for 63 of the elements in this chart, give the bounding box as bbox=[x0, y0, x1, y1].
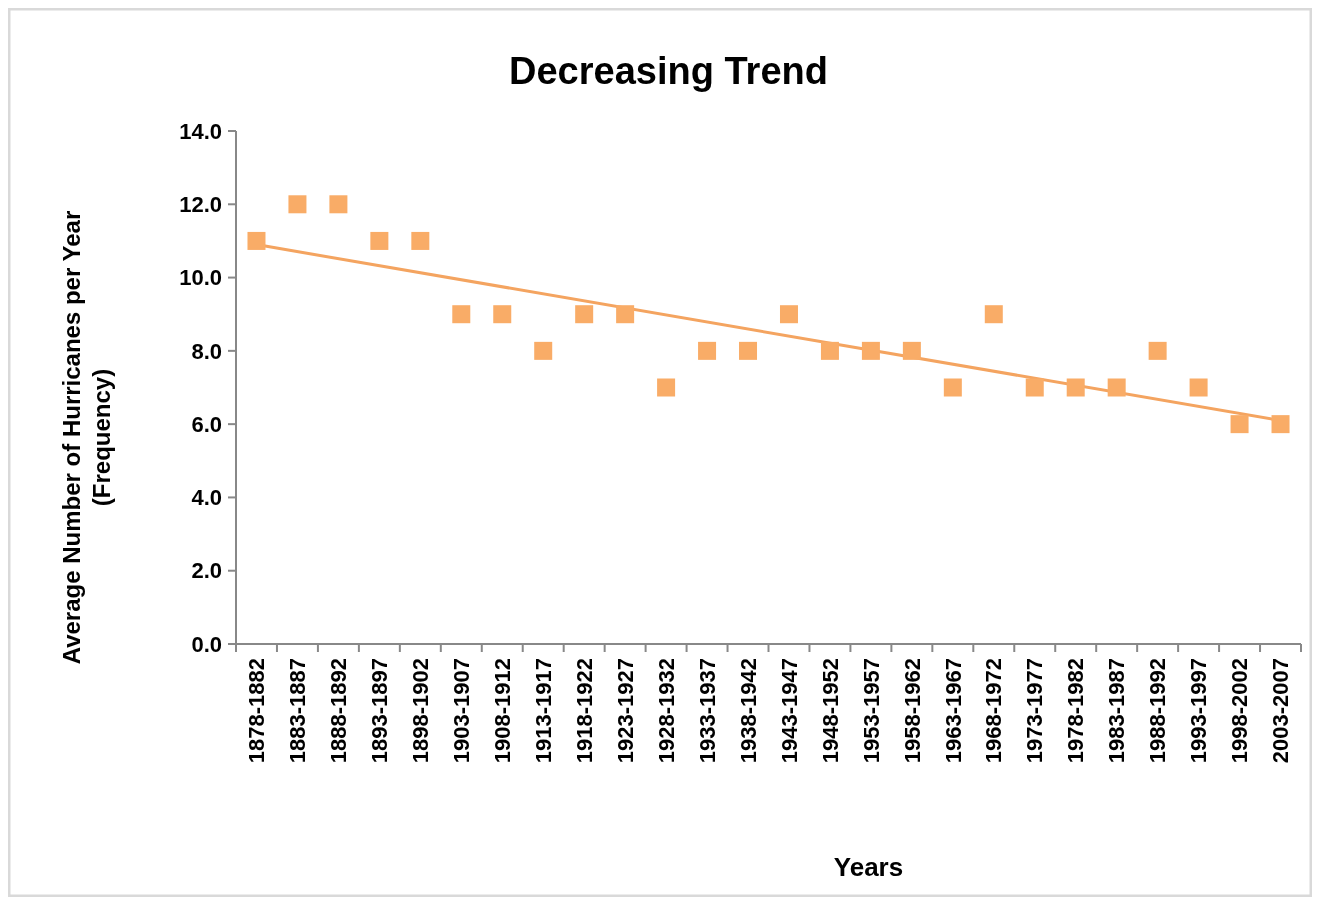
point bbox=[534, 341, 553, 360]
point bbox=[575, 305, 594, 324]
x-tick-label: 1908-1912 bbox=[489, 658, 515, 764]
point bbox=[1271, 415, 1290, 434]
x-tick-label: 1888-1892 bbox=[326, 658, 352, 764]
point bbox=[984, 305, 1003, 324]
x-tick-label: 1953-1957 bbox=[858, 658, 884, 764]
point bbox=[657, 378, 676, 397]
point bbox=[739, 341, 758, 360]
x-tick-label: 1943-1947 bbox=[776, 658, 802, 764]
point bbox=[329, 195, 348, 214]
x-tick-label: 1998-2002 bbox=[1227, 658, 1253, 764]
x-tick-label: 1923-1927 bbox=[612, 658, 638, 764]
y-tick-label: 10.0 bbox=[179, 265, 222, 291]
point bbox=[861, 341, 880, 360]
x-tick-label: 1988-1992 bbox=[1145, 658, 1171, 764]
point bbox=[1025, 378, 1044, 397]
x-tick-label: 2003-2007 bbox=[1268, 658, 1294, 764]
x-tick-label: 1918-1922 bbox=[571, 658, 597, 764]
x-tick-label: 1933-1937 bbox=[694, 658, 720, 764]
x-tick-label: 1948-1952 bbox=[817, 658, 843, 764]
y-tick-label: 2.0 bbox=[191, 558, 222, 584]
chart-title: Decreasing Trend bbox=[509, 50, 828, 92]
x-tick-label: 1963-1967 bbox=[940, 658, 966, 764]
x-tick-label: 1938-1942 bbox=[735, 658, 761, 764]
x-tick-label: 1903-1907 bbox=[448, 658, 474, 764]
point bbox=[493, 305, 512, 324]
point bbox=[1107, 378, 1126, 397]
point bbox=[1230, 415, 1249, 434]
point bbox=[1189, 378, 1208, 397]
x-tick-label: 1913-1917 bbox=[530, 658, 556, 764]
point bbox=[902, 341, 921, 360]
y-tick-label: 8.0 bbox=[191, 338, 222, 364]
point bbox=[779, 305, 798, 324]
x-tick-label: 1958-1962 bbox=[899, 658, 925, 764]
point bbox=[370, 231, 389, 250]
x-tick-label: 1968-1972 bbox=[981, 658, 1007, 764]
x-axis-title: Years bbox=[833, 852, 904, 882]
point bbox=[452, 305, 471, 324]
x-tick-label: 1893-1897 bbox=[367, 658, 393, 764]
point bbox=[411, 231, 430, 250]
y-tick-label: 4.0 bbox=[191, 485, 222, 511]
point bbox=[698, 341, 717, 360]
y-tick-label: 12.0 bbox=[179, 191, 222, 217]
point bbox=[247, 231, 266, 250]
point bbox=[943, 378, 962, 397]
x-tick-label: 1878-1882 bbox=[244, 658, 270, 764]
point bbox=[1148, 341, 1167, 360]
x-tick-label: 1883-1887 bbox=[285, 658, 311, 764]
x-tick-label: 1973-1977 bbox=[1022, 658, 1048, 764]
point bbox=[616, 305, 635, 324]
x-tick-label: 1978-1982 bbox=[1063, 658, 1089, 764]
point bbox=[820, 341, 839, 360]
y-tick-label: 14.0 bbox=[179, 118, 222, 144]
y-axis-title: Average Number of Hurricanes per Year (Frequency) bbox=[58, 210, 115, 665]
y-tick-label: 0.0 bbox=[191, 631, 222, 657]
y-tick-label: 6.0 bbox=[191, 411, 222, 437]
x-tick-label: 1993-1997 bbox=[1186, 658, 1212, 764]
point bbox=[288, 195, 307, 214]
x-tick-label: 1983-1987 bbox=[1104, 658, 1130, 764]
x-tick-label: 1928-1932 bbox=[653, 658, 679, 764]
x-tick-label: 1898-1902 bbox=[408, 658, 434, 764]
point bbox=[1066, 378, 1085, 397]
